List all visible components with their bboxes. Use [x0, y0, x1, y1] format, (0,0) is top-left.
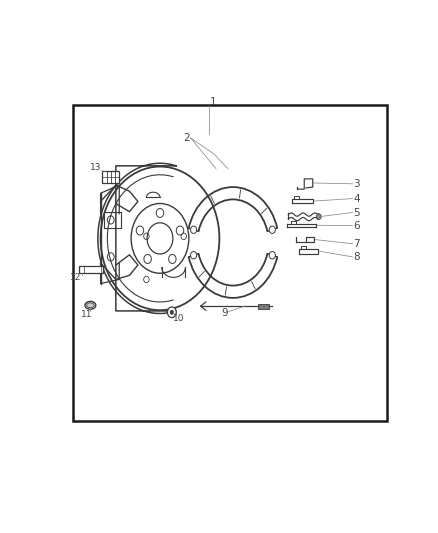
Circle shape — [269, 252, 276, 259]
Ellipse shape — [87, 303, 94, 308]
Text: 3: 3 — [353, 179, 360, 189]
Text: 8: 8 — [353, 252, 360, 262]
Circle shape — [191, 226, 197, 233]
Circle shape — [191, 252, 197, 259]
Text: 12: 12 — [71, 273, 82, 282]
Text: 9: 9 — [221, 308, 228, 318]
Text: 11: 11 — [81, 310, 92, 319]
Text: 5: 5 — [353, 207, 360, 217]
Circle shape — [167, 307, 176, 318]
Text: 13: 13 — [90, 163, 101, 172]
Text: 10: 10 — [173, 314, 185, 323]
Circle shape — [317, 214, 321, 220]
Bar — [79, 266, 103, 273]
Text: 4: 4 — [353, 193, 360, 204]
Text: 2: 2 — [183, 133, 190, 143]
Bar — [258, 304, 268, 309]
Circle shape — [269, 226, 276, 233]
Text: 7: 7 — [353, 239, 360, 249]
Text: 6: 6 — [353, 221, 360, 231]
Bar — [74, 105, 387, 421]
Circle shape — [170, 310, 173, 314]
Text: 1: 1 — [210, 96, 217, 107]
Bar — [102, 172, 119, 183]
Ellipse shape — [85, 301, 96, 309]
